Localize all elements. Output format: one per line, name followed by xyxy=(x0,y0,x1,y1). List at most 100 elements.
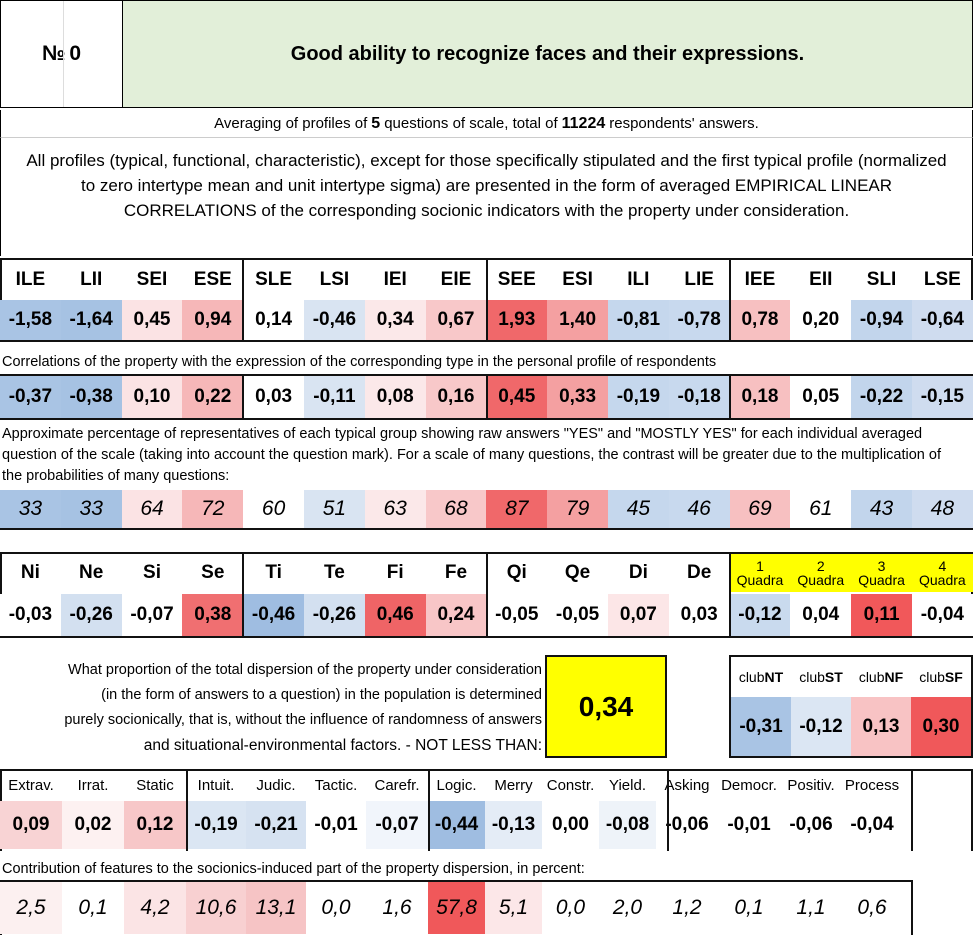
function-label: Qi xyxy=(506,562,527,583)
group-divider xyxy=(667,769,669,851)
type-label: IEI xyxy=(383,269,407,290)
quadra-label: 2 Quadra xyxy=(790,554,852,592)
type-profile-value: 0,20 xyxy=(790,300,852,340)
group-divider xyxy=(428,769,430,851)
function-label: Ti xyxy=(265,562,282,583)
type-percentage-value: 72 xyxy=(182,490,244,528)
type-percentage-value: 64 xyxy=(121,490,183,528)
quadra-word: Quadra xyxy=(919,572,966,588)
quadra-value: -0,04 xyxy=(911,594,973,636)
feature-label: Judic. xyxy=(256,776,296,794)
type-profile-value: 0,67 xyxy=(425,300,487,340)
type-profile-value: -0,94 xyxy=(851,300,912,340)
type-correlation-value: -0,15 xyxy=(911,376,973,418)
dispersion-text: What proportion of the total dispersion … xyxy=(60,658,542,758)
clubs-table xyxy=(729,655,973,758)
feature-value: 0,12 xyxy=(124,801,186,849)
function-labels-row: Ni Ne Si Se Ti Te Fi Fe Qi Qe Di De 1 Quadra 2 Quadra 3 Q… xyxy=(0,554,973,592)
type-correlation-value: 0,05 xyxy=(790,376,852,418)
type-correlation-value: -0,22 xyxy=(851,376,912,418)
feature-label: Static xyxy=(136,776,174,794)
group-divider xyxy=(486,374,488,420)
feature-value: 0,09 xyxy=(0,801,62,849)
type-label: EIE xyxy=(440,269,472,290)
function-value: -0,46 xyxy=(243,594,304,636)
function-label: Ne xyxy=(79,562,104,583)
number-label: № xyxy=(41,42,66,65)
type-correlation-value: -0,19 xyxy=(607,376,669,418)
type-correlation-value: -0,11 xyxy=(303,376,365,418)
feature-label: Irrat. xyxy=(77,776,109,794)
quadra-value: -0,12 xyxy=(729,594,791,636)
contribution-note: Contribution of features to the sociоnic… xyxy=(2,861,585,877)
function-value: -0,05 xyxy=(547,594,608,636)
type-label: IEE xyxy=(744,269,776,290)
type-correlation-value: 0,03 xyxy=(243,376,304,418)
group-divider xyxy=(242,258,244,342)
feature-label: Tactic. xyxy=(314,776,358,794)
scale-number: 0 xyxy=(69,42,82,65)
type-profile-value: 0,45 xyxy=(121,300,183,340)
group-divider xyxy=(911,769,913,851)
feature-label: Constr. xyxy=(546,776,595,794)
feature-contribution-value: 0,0 xyxy=(306,882,366,934)
intro-text: All profiles (typical, functional, chara… xyxy=(0,138,973,256)
type-percentage-value: 33 xyxy=(60,490,122,528)
feature-value: -0,13 xyxy=(485,801,542,849)
type-percentage-value: 69 xyxy=(729,490,791,528)
club-value: -0,31 xyxy=(731,697,791,756)
type-profile-value: 0,94 xyxy=(182,300,244,340)
type-percentage-value: 61 xyxy=(790,490,852,528)
type-label: EII xyxy=(809,269,833,290)
club-prefix: club xyxy=(799,669,825,685)
type-profile-value: -0,81 xyxy=(607,300,669,340)
type-correlation-row: -0,37 -0,38 0,10 0,22 0,03 -0,11 0,08 0,16 0,45 0… xyxy=(0,376,973,418)
function-label: Se xyxy=(201,562,225,583)
type-correlation-value: -0,38 xyxy=(60,376,122,418)
feature-labels-row: Extrav. Irrat. Static Intuit. Judic. Tactic. C… xyxy=(0,771,902,799)
type-percentage-value: 60 xyxy=(243,490,304,528)
feature-label: Yield. xyxy=(609,776,646,794)
group-divider xyxy=(729,374,731,420)
function-value: 0,03 xyxy=(668,594,730,636)
function-values-row: -0,03 -0,26 -0,07 0,38 -0,46 -0,26 0,46 0,24 -0,… xyxy=(0,594,973,636)
type-correlation-value: 0,16 xyxy=(425,376,487,418)
type-percentage-value: 48 xyxy=(911,490,973,528)
averaging-info: Averaging of profiles of 5 questions of … xyxy=(0,110,973,138)
type-percentage-value: 33 xyxy=(0,490,61,528)
type-percentage-value: 45 xyxy=(607,490,669,528)
type-label: SEI xyxy=(136,269,168,290)
dispersion-line: and situational-environmental factors. -… xyxy=(143,737,542,754)
type-profile-row: -1,58 -1,64 0,45 0,94 0,14 -0,46 0,34 0,67 1,93 1… xyxy=(0,300,973,340)
function-value: 0,46 xyxy=(364,594,426,636)
function-value: -0,05 xyxy=(486,594,548,636)
group-divider xyxy=(242,552,244,638)
feature-label: Intuit. xyxy=(197,776,235,794)
feature-values-row: 0,09 0,02 0,12 -0,19 -0,21 -0,01 -0,07 -0,44 -0,… xyxy=(0,801,902,849)
type-correlation-value: 0,33 xyxy=(547,376,608,418)
type-label: LSI xyxy=(319,269,350,290)
contribution-row: 2,5 0,1 4,2 10,6 13,1 0,0 1,6 57,8 5,1 0,0 2,0 1,2 0… xyxy=(0,882,902,934)
function-label: De xyxy=(687,562,712,583)
type-correlation-value: -0,18 xyxy=(668,376,730,418)
club-value: -0,12 xyxy=(791,697,851,756)
quadra-value: 0,04 xyxy=(790,594,852,636)
type-profile-value: -0,64 xyxy=(911,300,973,340)
respondent-count: 11224 xyxy=(561,114,606,132)
type-label: ESI xyxy=(562,269,593,290)
type-profile-value: -1,64 xyxy=(60,300,122,340)
type-profile-value: -0,78 xyxy=(668,300,730,340)
type-profile-value: 0,78 xyxy=(729,300,791,340)
feature-contribution-value: 10,6 xyxy=(186,882,246,934)
quadra-number: 4 xyxy=(938,558,947,574)
type-correlation-value: 0,22 xyxy=(182,376,244,418)
type-percentage-value: 51 xyxy=(303,490,365,528)
type-label: LII xyxy=(80,269,103,290)
feature-label: Merry xyxy=(494,776,533,794)
group-divider xyxy=(186,769,188,851)
cell-divider xyxy=(63,1,64,107)
type-profile-value: -1,58 xyxy=(0,300,61,340)
question-count: 5 xyxy=(371,114,381,132)
group-divider xyxy=(242,374,244,420)
function-label: Ni xyxy=(20,562,40,583)
